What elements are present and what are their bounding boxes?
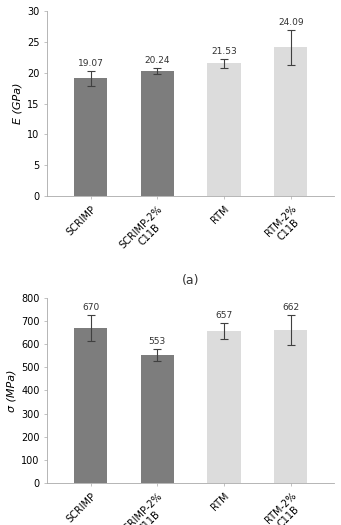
Bar <box>207 63 241 196</box>
Y-axis label: σ (MPa): σ (MPa) <box>7 369 17 412</box>
Bar <box>140 355 174 483</box>
Text: 21.53: 21.53 <box>211 47 237 56</box>
Text: (a): (a) <box>182 274 199 287</box>
Text: 670: 670 <box>82 303 99 312</box>
Bar <box>274 47 307 196</box>
Text: 657: 657 <box>216 311 233 320</box>
Y-axis label: E (GPa): E (GPa) <box>13 83 23 124</box>
Bar <box>140 71 174 196</box>
Text: 20.24: 20.24 <box>145 56 170 65</box>
Text: 19.07: 19.07 <box>78 59 104 68</box>
Bar <box>74 78 107 196</box>
Text: 662: 662 <box>282 303 299 312</box>
Text: 24.09: 24.09 <box>278 18 303 27</box>
Bar <box>74 328 107 483</box>
Bar <box>207 331 241 483</box>
Bar <box>274 330 307 483</box>
Text: 553: 553 <box>149 338 166 346</box>
